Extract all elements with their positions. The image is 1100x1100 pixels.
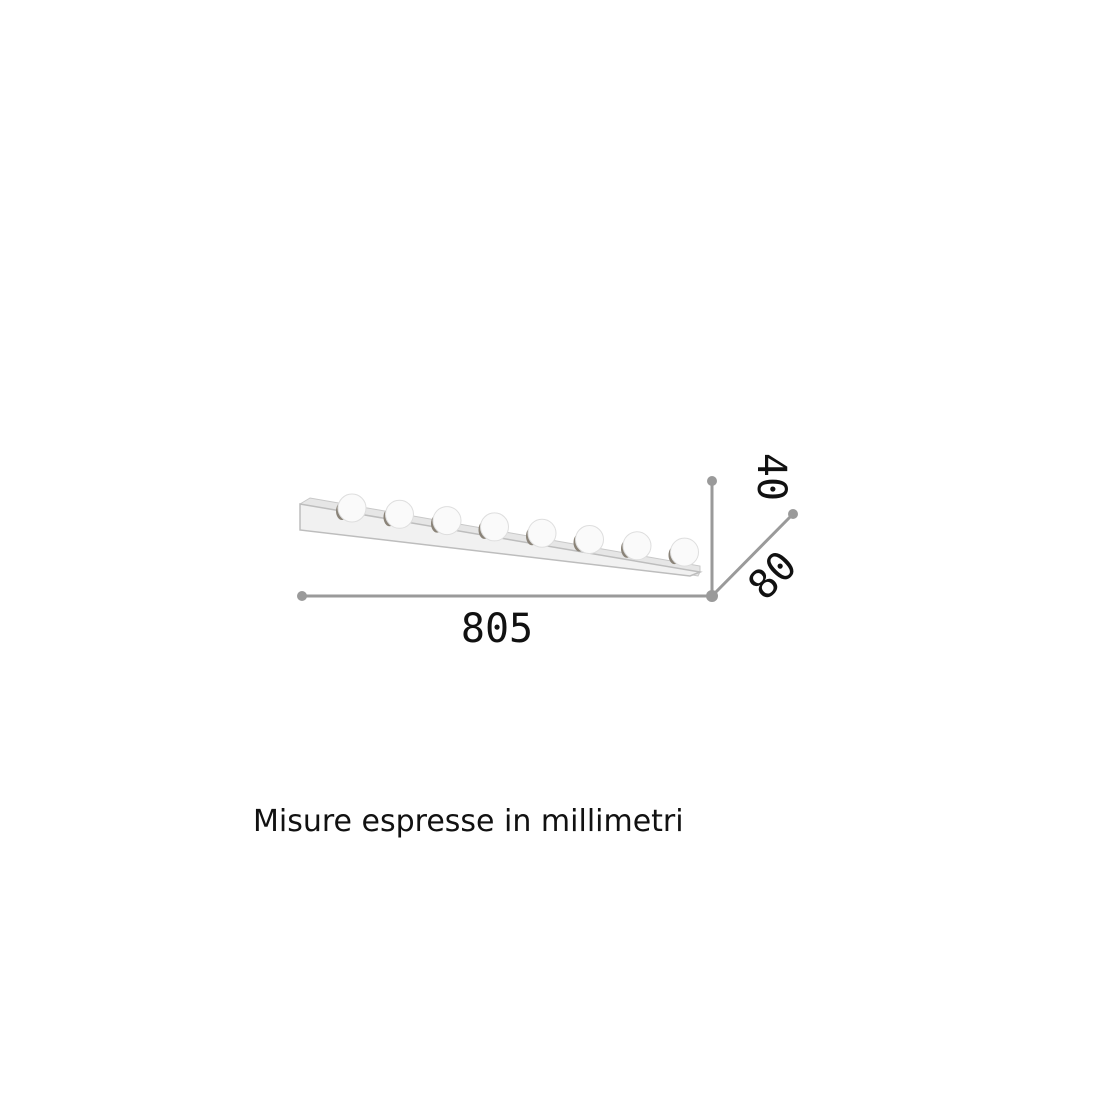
- bulb: [480, 512, 509, 542]
- bulb: [622, 531, 652, 561]
- depth-end-point: [788, 509, 798, 519]
- bulb: [527, 518, 557, 548]
- depth-line: [710, 512, 795, 598]
- bulb: [432, 506, 462, 536]
- corner-point: [706, 590, 718, 602]
- width-start-point: [297, 591, 307, 601]
- bulb: [385, 499, 414, 529]
- bulb: [337, 493, 367, 523]
- units-caption: Misure espresse in millimetri: [253, 804, 684, 839]
- dimension-lines: [302, 482, 795, 598]
- bulb: [670, 537, 699, 567]
- dimension-points: [297, 476, 798, 602]
- depth-label: 80: [740, 543, 807, 610]
- width-label: 805: [461, 606, 533, 652]
- height-end-point: [707, 476, 717, 486]
- bulb: [575, 525, 604, 554]
- height-label: 40: [748, 453, 794, 501]
- lamp-illustration: [299, 493, 703, 577]
